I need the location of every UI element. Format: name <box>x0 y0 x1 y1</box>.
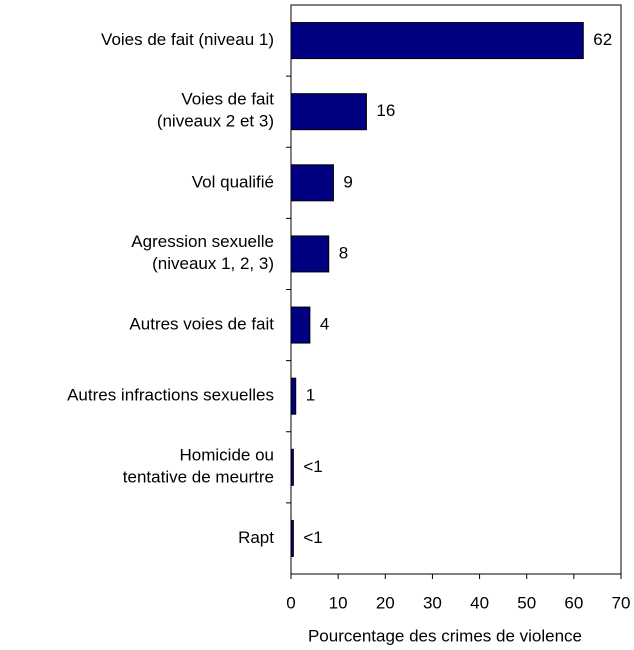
bar <box>290 306 311 344</box>
y-tick-label: Autres voies de fait <box>129 315 274 334</box>
x-tick-label: 10 <box>329 593 348 612</box>
x-tick-label: 50 <box>517 593 536 612</box>
x-axis-title: Pourcentage des crimes de violence <box>308 626 582 645</box>
plot-frame <box>290 4 622 575</box>
value-label: <1 <box>303 457 322 476</box>
value-label: 1 <box>306 386 315 405</box>
y-tick-label: Homicide ou tentative de meurtre <box>123 446 274 487</box>
bar <box>290 93 367 131</box>
y-tick-label: Voies de fait (niveau 1) <box>101 30 274 49</box>
value-label: 4 <box>320 315 329 334</box>
value-label: 9 <box>343 172 352 191</box>
x-tick-label: 30 <box>423 593 442 612</box>
bar <box>290 235 330 273</box>
bar <box>290 377 297 415</box>
y-tick-label: Rapt <box>238 528 274 547</box>
bar <box>290 164 334 202</box>
y-tick-label: Voies de fait (niveaux 2 et 3) <box>157 90 274 131</box>
value-label: <1 <box>303 528 322 547</box>
x-tick-label: 20 <box>376 593 395 612</box>
x-tick-label: 70 <box>612 593 631 612</box>
bar <box>290 519 294 557</box>
x-tick-label: 60 <box>564 593 583 612</box>
y-tick-label: Vol qualifié <box>192 172 274 191</box>
x-tick-label: 40 <box>470 593 489 612</box>
x-tick-label: 0 <box>286 593 295 612</box>
value-label: 62 <box>593 30 612 49</box>
value-label: 16 <box>376 101 395 120</box>
y-tick-label: Agression sexuelle (niveaux 1, 2, 3) <box>131 232 274 273</box>
bar <box>290 22 584 60</box>
y-tick-label: Autres infractions sexuelles <box>67 386 274 405</box>
bar <box>290 448 294 486</box>
value-label: 8 <box>339 243 348 262</box>
